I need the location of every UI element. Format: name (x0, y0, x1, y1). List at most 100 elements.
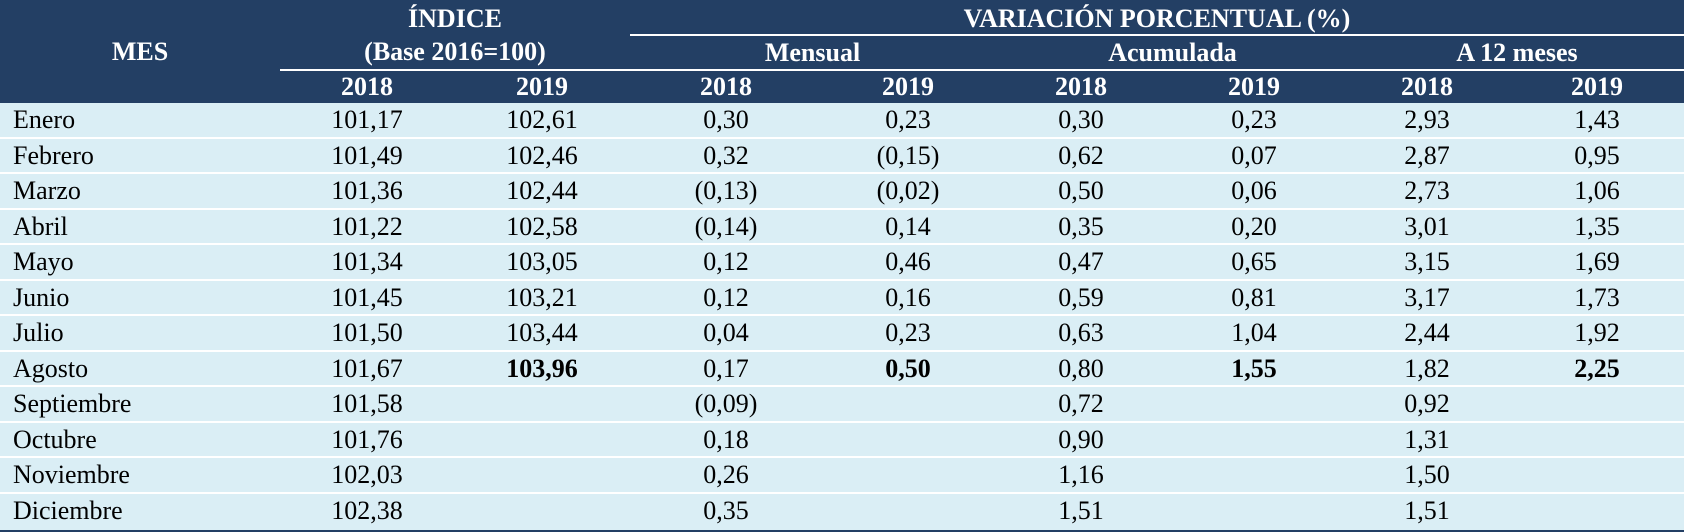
value-cell: 102,44 (506, 176, 578, 205)
value-cell: 0,30 (703, 105, 749, 134)
value-cell: 0,30 (1058, 105, 1104, 134)
month-cell: Junio (13, 282, 70, 312)
table-bottom-rule (0, 530, 1684, 532)
header-year: 2018 (1401, 72, 1453, 101)
table-row: Junio 101,45 103,21 0,12 0,16 0,59 0,81 3,17 1,7… (0, 281, 1684, 316)
value-cell: 0,06 (1231, 176, 1277, 205)
value-cell (1527, 458, 1667, 492)
value-cell: 0,47 (1058, 247, 1104, 276)
value-cell: 0,14 (885, 211, 931, 241)
value-cell: 2,73 (1404, 176, 1450, 205)
value-cell: 2,93 (1404, 105, 1450, 134)
table-row: Septiembre 101,58 (0,09) 0,72 0,92 (0, 387, 1684, 423)
row-separator (0, 314, 1684, 316)
header-year: 2019 (882, 72, 934, 101)
value-cell: 101,49 (331, 140, 403, 170)
value-cell: 101,67 (331, 353, 403, 383)
value-cell: 0,90 (1058, 424, 1104, 454)
value-cell (838, 458, 978, 492)
value-cell: 0,62 (1058, 140, 1104, 170)
value-cell (1184, 494, 1324, 528)
table-row: Marzo 101,36 102,44 (0,13) (0,02) 0,50 0,06 2,7… (0, 174, 1684, 210)
value-cell: 1,51 (1058, 495, 1104, 525)
value-cell: 0,81 (1231, 282, 1277, 312)
value-cell: 101,36 (331, 176, 403, 205)
value-cell: 101,45 (331, 282, 403, 312)
value-cell: 1,35 (1574, 211, 1620, 241)
month-cell: Abril (13, 211, 68, 241)
value-cell (838, 494, 978, 528)
value-cell: 0,65 (1231, 247, 1277, 276)
header-year: 2018 (700, 72, 752, 101)
value-cell: 1,51 (1404, 495, 1450, 525)
value-cell: 0,50 (1058, 176, 1104, 205)
value-cell: 0,23 (885, 318, 931, 347)
header-variacion-title: VARIACIÓN PORCENTUAL (%) (963, 4, 1351, 33)
month-cell: Agosto (13, 353, 89, 383)
value-cell: 103,05 (506, 247, 578, 276)
table-body: Enero 101,17 102,61 0,30 0,23 0,30 0,23 2,93 1,4… (0, 103, 1684, 532)
value-cell: 1,31 (1404, 424, 1450, 454)
table-row: Enero 101,17 102,61 0,30 0,23 0,30 0,23 2,93 1,4… (0, 103, 1684, 139)
value-cell: 101,34 (331, 247, 403, 276)
table-row: Abril 101,22 102,58 (0,14) 0,14 0,35 0,20 3,01 1… (0, 210, 1684, 245)
value-cell: 1,82 (1404, 353, 1450, 383)
value-cell: 101,58 (331, 389, 403, 418)
value-cell: 101,76 (331, 424, 403, 454)
header-rule-years (280, 69, 1684, 71)
value-cell: 0,35 (1058, 211, 1104, 241)
value-cell: 102,46 (506, 140, 578, 170)
value-cell: 102,61 (506, 105, 578, 134)
value-cell: 102,03 (331, 460, 403, 489)
value-cell: 0,50 (885, 353, 931, 383)
value-cell (1527, 387, 1667, 421)
header-acumulada: Acumulada (1108, 38, 1237, 67)
value-cell: (0,14) (694, 211, 758, 241)
value-cell: 2,25 (1574, 353, 1620, 383)
month-cell: Febrero (13, 140, 94, 170)
value-cell: 103,96 (506, 353, 578, 383)
value-cell: 103,21 (506, 282, 578, 312)
value-cell: 101,50 (331, 318, 403, 347)
value-cell (472, 423, 612, 457)
value-cell: (0,15) (876, 140, 940, 170)
value-cell: 2,87 (1404, 140, 1450, 170)
month-cell: Septiembre (13, 389, 132, 418)
month-cell: Diciembre (13, 495, 123, 525)
value-cell: 0,59 (1058, 282, 1104, 312)
value-cell: 0,92 (1404, 389, 1450, 418)
value-cell: 0,95 (1574, 140, 1620, 170)
row-separator (0, 349, 1684, 352)
value-cell: 0,17 (703, 353, 749, 383)
value-cell: 1,73 (1574, 282, 1620, 312)
table-row: Febrero 101,49 102,46 0,32 (0,15) 0,62 0,07 2,8… (0, 139, 1684, 174)
value-cell: 0,80 (1058, 353, 1104, 383)
row-separator (0, 278, 1684, 281)
value-cell: 1,55 (1231, 353, 1277, 383)
value-cell: 0,16 (885, 282, 931, 312)
value-cell (472, 458, 612, 492)
month-cell: Octubre (13, 424, 97, 454)
value-cell: 0,26 (703, 460, 749, 489)
month-cell: Noviembre (13, 460, 130, 489)
table-row: Diciembre 102,38 0,35 1,51 1,51 (0, 494, 1684, 530)
header-rule-variacion (630, 34, 1684, 36)
header-year: 2018 (1055, 72, 1107, 101)
row-separator (0, 456, 1684, 458)
row-separator (0, 136, 1684, 139)
value-cell: 1,92 (1574, 318, 1620, 347)
table-row: Octubre 101,76 0,18 0,90 1,31 (0, 423, 1684, 458)
value-cell: 0,23 (885, 105, 931, 134)
header-indice-base: (Base 2016=100) (364, 37, 546, 66)
value-cell (1184, 458, 1324, 492)
value-cell (838, 387, 978, 421)
value-cell: 3,17 (1404, 282, 1450, 312)
value-cell (472, 494, 612, 528)
header-year: 2019 (1571, 72, 1623, 101)
header-mes: MES (111, 37, 169, 66)
value-cell (1527, 423, 1667, 457)
value-cell: 0,23 (1231, 105, 1277, 134)
value-cell: 103,44 (506, 318, 578, 347)
value-cell: 0,12 (703, 247, 749, 276)
